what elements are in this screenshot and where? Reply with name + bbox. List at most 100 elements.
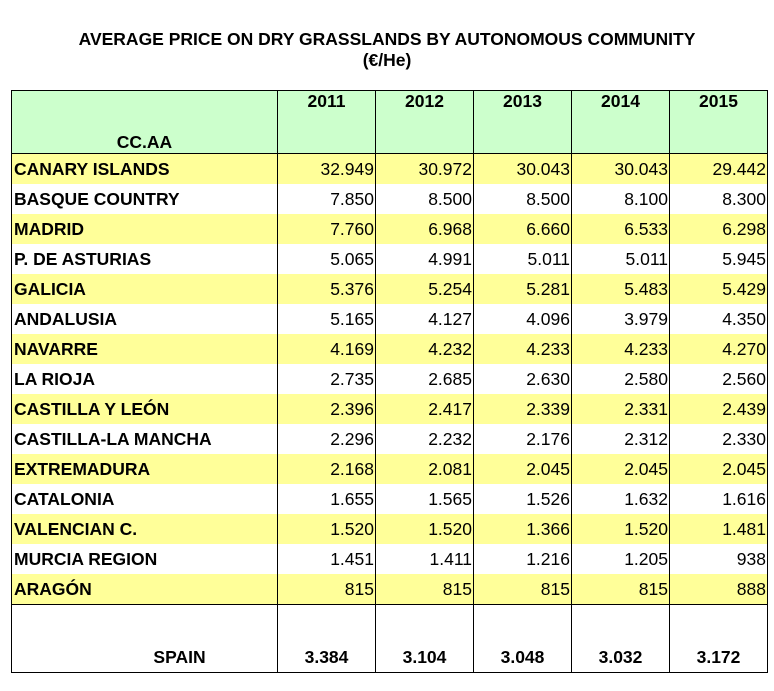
value-cell-2015: 5.429 bbox=[669, 274, 768, 304]
total-value-2015: 3.172 bbox=[669, 604, 768, 673]
table-row: NAVARRE 4.169 4.232 4.233 4.233 4.270 bbox=[11, 334, 768, 364]
total-value-2014: 3.032 bbox=[571, 604, 670, 673]
value-cell-2011: 32.949 bbox=[277, 153, 376, 184]
header-row: CC.AA 2011 2012 2013 2014 2015 bbox=[11, 90, 768, 154]
title-line-2: (€/He) bbox=[362, 50, 412, 70]
region-name: CATALONIA bbox=[11, 484, 278, 514]
table-row: BASQUE COUNTRY 7.850 8.500 8.500 8.100 8.300 bbox=[11, 184, 768, 214]
total-row: SPAIN 3.384 3.104 3.048 3.032 3.172 bbox=[11, 604, 768, 673]
value-cell-2011: 815 bbox=[277, 574, 376, 605]
value-cell-2012: 1.411 bbox=[375, 544, 474, 574]
region-name: LA RIOJA bbox=[11, 364, 278, 394]
region-name: ARAGÓN bbox=[11, 574, 278, 605]
value-cell-2013: 2.176 bbox=[473, 424, 572, 454]
value-cell-2011: 2.735 bbox=[277, 364, 376, 394]
table-row: LA RIOJA 2.735 2.685 2.630 2.580 2.560 bbox=[11, 364, 768, 394]
table-row: MADRID 7.760 6.968 6.660 6.533 6.298 bbox=[11, 214, 768, 244]
value-cell-2012: 4.127 bbox=[375, 304, 474, 334]
header-year-2012: 2012 bbox=[375, 90, 474, 154]
value-cell-2015: 888 bbox=[669, 574, 768, 605]
value-cell-2011: 1.520 bbox=[277, 514, 376, 544]
value-cell-2011: 1.451 bbox=[277, 544, 376, 574]
table-row: CATALONIA 1.655 1.565 1.526 1.632 1.616 bbox=[11, 484, 768, 514]
title-line-1: AVERAGE PRICE ON DRY GRASSLANDS BY AUTON… bbox=[78, 29, 696, 49]
value-cell-2011: 5.065 bbox=[277, 244, 376, 274]
region-name: P. DE ASTURIAS bbox=[11, 244, 278, 274]
value-cell-2015: 4.270 bbox=[669, 334, 768, 364]
table-row: EXTREMADURA 2.168 2.081 2.045 2.045 2.045 bbox=[11, 454, 768, 484]
value-cell-2014: 8.100 bbox=[571, 184, 670, 214]
value-cell-2011: 4.169 bbox=[277, 334, 376, 364]
value-cell-2013: 4.096 bbox=[473, 304, 572, 334]
value-cell-2012: 6.968 bbox=[375, 214, 474, 244]
table-row: P. DE ASTURIAS 5.065 4.991 5.011 5.011 5.945 bbox=[11, 244, 768, 274]
table-row: CASTILLA Y LEÓN 2.396 2.417 2.339 2.331 2.439 bbox=[11, 394, 768, 424]
value-cell-2013: 2.045 bbox=[473, 454, 572, 484]
value-cell-2011: 7.850 bbox=[277, 184, 376, 214]
value-cell-2014: 2.312 bbox=[571, 424, 670, 454]
table-row: ANDALUSIA 5.165 4.127 4.096 3.979 4.350 bbox=[11, 304, 768, 334]
price-table: CC.AA 2011 2012 2013 2014 2015 CANARY IS… bbox=[11, 90, 768, 673]
value-cell-2013: 4.233 bbox=[473, 334, 572, 364]
value-cell-2014: 2.045 bbox=[571, 454, 670, 484]
value-cell-2015: 938 bbox=[669, 544, 768, 574]
value-cell-2012: 8.500 bbox=[375, 184, 474, 214]
value-cell-2015: 2.560 bbox=[669, 364, 768, 394]
value-cell-2015: 2.330 bbox=[669, 424, 768, 454]
value-cell-2015: 2.045 bbox=[669, 454, 768, 484]
region-name: BASQUE COUNTRY bbox=[11, 184, 278, 214]
value-cell-2012: 1.565 bbox=[375, 484, 474, 514]
value-cell-2013: 8.500 bbox=[473, 184, 572, 214]
value-cell-2015: 5.945 bbox=[669, 244, 768, 274]
value-cell-2012: 30.972 bbox=[375, 153, 474, 184]
table-title: AVERAGE PRICE ON DRY GRASSLANDS BY AUTON… bbox=[0, 29, 774, 71]
region-name: NAVARRE bbox=[11, 334, 278, 364]
value-cell-2013: 5.011 bbox=[473, 244, 572, 274]
value-cell-2013: 2.339 bbox=[473, 394, 572, 424]
value-cell-2012: 2.685 bbox=[375, 364, 474, 394]
header-year-2014: 2014 bbox=[571, 90, 670, 154]
value-cell-2011: 7.760 bbox=[277, 214, 376, 244]
value-cell-2013: 2.630 bbox=[473, 364, 572, 394]
total-label: SPAIN bbox=[11, 604, 278, 673]
value-cell-2015: 2.439 bbox=[669, 394, 768, 424]
region-name: MURCIA REGION bbox=[11, 544, 278, 574]
value-cell-2015: 4.350 bbox=[669, 304, 768, 334]
table-row: MURCIA REGION 1.451 1.411 1.216 1.205 938 bbox=[11, 544, 768, 574]
region-name: EXTREMADURA bbox=[11, 454, 278, 484]
header-year-2015: 2015 bbox=[669, 90, 768, 154]
total-value-2011: 3.384 bbox=[277, 604, 376, 673]
region-name: VALENCIAN C. bbox=[11, 514, 278, 544]
value-cell-2012: 2.232 bbox=[375, 424, 474, 454]
value-cell-2011: 2.168 bbox=[277, 454, 376, 484]
region-name: CASTILLA-LA MANCHA bbox=[11, 424, 278, 454]
total-value-2013: 3.048 bbox=[473, 604, 572, 673]
value-cell-2014: 1.205 bbox=[571, 544, 670, 574]
value-cell-2015: 6.298 bbox=[669, 214, 768, 244]
value-cell-2012: 815 bbox=[375, 574, 474, 605]
table-row: CASTILLA-LA MANCHA 2.296 2.232 2.176 2.312 2.… bbox=[11, 424, 768, 454]
value-cell-2014: 815 bbox=[571, 574, 670, 605]
value-cell-2014: 30.043 bbox=[571, 153, 670, 184]
value-cell-2013: 30.043 bbox=[473, 153, 572, 184]
value-cell-2011: 5.376 bbox=[277, 274, 376, 304]
value-cell-2014: 3.979 bbox=[571, 304, 670, 334]
table-row: VALENCIAN C. 1.520 1.520 1.366 1.520 1.481 bbox=[11, 514, 768, 544]
value-cell-2013: 1.216 bbox=[473, 544, 572, 574]
header-cc-aa: CC.AA bbox=[11, 90, 278, 154]
value-cell-2012: 5.254 bbox=[375, 274, 474, 304]
region-name: CANARY ISLANDS bbox=[11, 153, 278, 184]
value-cell-2012: 4.232 bbox=[375, 334, 474, 364]
value-cell-2014: 4.233 bbox=[571, 334, 670, 364]
value-cell-2013: 1.366 bbox=[473, 514, 572, 544]
value-cell-2011: 2.296 bbox=[277, 424, 376, 454]
total-value-2012: 3.104 bbox=[375, 604, 474, 673]
value-cell-2015: 1.616 bbox=[669, 484, 768, 514]
header-year-2011: 2011 bbox=[277, 90, 376, 154]
region-name: GALICIA bbox=[11, 274, 278, 304]
value-cell-2014: 5.011 bbox=[571, 244, 670, 274]
table-row: ARAGÓN 815 815 815 815 888 bbox=[11, 574, 768, 605]
value-cell-2015: 1.481 bbox=[669, 514, 768, 544]
header-year-2013: 2013 bbox=[473, 90, 572, 154]
value-cell-2011: 2.396 bbox=[277, 394, 376, 424]
